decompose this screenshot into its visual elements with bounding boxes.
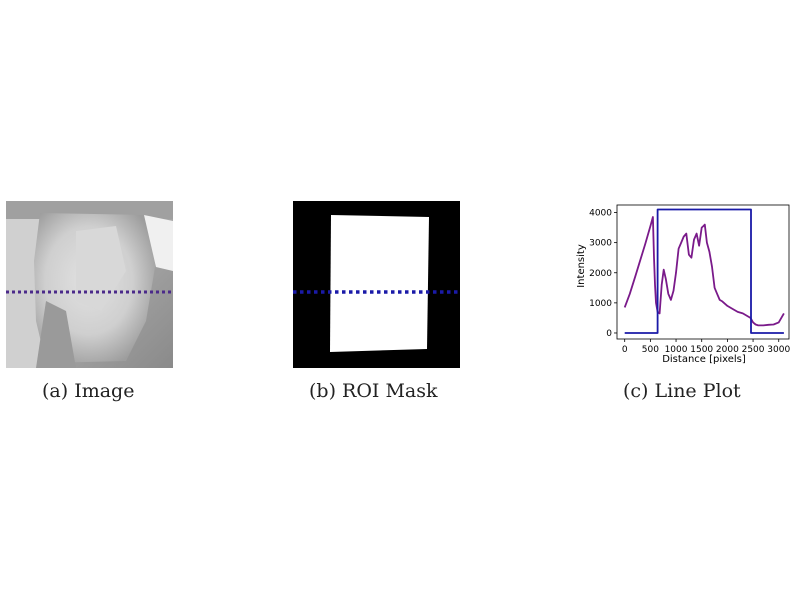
x-tick-label: 1500 <box>690 345 713 355</box>
caption-line-plot: (c) Line Plot <box>623 380 741 402</box>
roi-mask <box>293 201 460 368</box>
y-tick-label: 1000 <box>589 299 612 309</box>
x-tick-label: 0 <box>622 345 628 355</box>
series-line-2 <box>624 208 784 334</box>
y-tick-label: 0 <box>606 329 612 339</box>
y-axis-label: Intensity <box>576 244 587 288</box>
image-panel <box>6 201 173 368</box>
series-line-1 <box>623 216 785 327</box>
y-tick-label: 2000 <box>589 269 612 279</box>
roi-mask-panel <box>293 201 460 368</box>
y-tick-label: 4000 <box>589 209 612 219</box>
x-tick-label: 1000 <box>665 345 688 355</box>
x-axis-label: Distance [pixels] <box>662 354 746 365</box>
plot-frame <box>616 204 790 340</box>
line-plot-panel: 0 500 1000 1500 2000 2500 3000 0 1000 2000 3000 400… <box>560 196 800 372</box>
x-tick-label: 2500 <box>742 345 765 355</box>
x-tick-label: 500 <box>642 345 659 355</box>
roi-region <box>330 215 429 352</box>
xray-image <box>6 201 173 368</box>
line-plot: 0 500 1000 1500 2000 2500 30000100020003000400… <box>576 204 790 365</box>
caption-image: (a) Image <box>42 380 135 402</box>
y-tick-label: 3000 <box>589 239 612 249</box>
x-tick-label: 2000 <box>716 345 739 355</box>
caption-roi-mask: (b) ROI Mask <box>309 380 438 402</box>
x-tick-label: 3000 <box>767 345 790 355</box>
